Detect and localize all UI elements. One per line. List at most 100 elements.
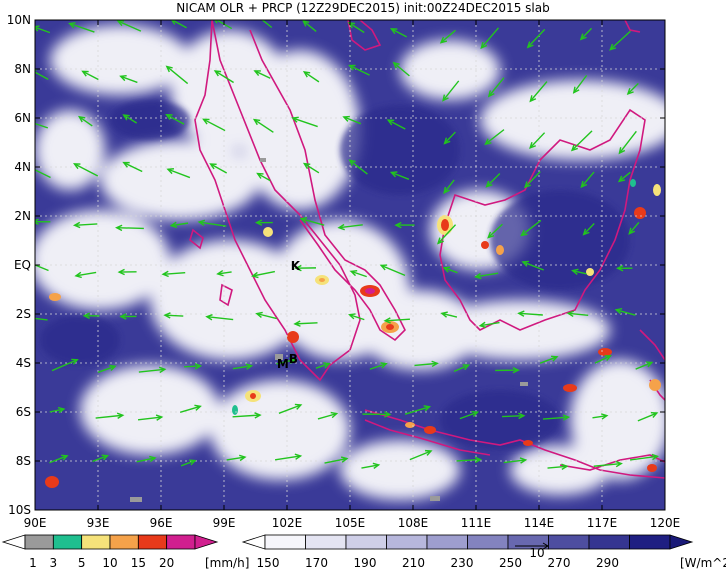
wind-vector-head [294,264,302,272]
wind-vector-head [291,116,299,123]
lat-label: 8S [16,454,31,468]
wind-vector [171,222,189,227]
colorbar-swatch [24,534,54,550]
wind-vector-head [604,355,612,361]
lat-label: 8N [14,62,31,76]
wind-vector [349,159,368,175]
wind-vector-head [122,114,130,121]
wind-vector [257,172,271,182]
olr-colorbar-unit: [W/m^2] [680,556,726,570]
lon-label: 120E [650,516,681,530]
wind-vector-head [386,119,395,126]
colorbar-swatch [629,534,671,550]
wind-vector-head [101,454,110,461]
colorbar-swatch [166,534,196,550]
wind-vector [487,223,503,239]
olr-colorbar-tick: 230 [451,556,474,570]
wind-vector-head [216,269,224,277]
wind-vector-head [166,168,174,175]
wind-vector-head [347,21,356,29]
wind-vector-head [473,272,482,280]
wind-vector-head [484,138,492,146]
lon-label: 111E [461,516,492,530]
wind-vector-head [337,223,345,231]
wind-vector-head [650,411,659,418]
reference-vector: 10 [515,542,549,560]
wind-vector-head [340,456,349,463]
wind-vector [136,457,156,463]
wind-vector-head [165,65,173,73]
wind-vector [203,118,226,132]
wind-vector [380,264,406,277]
wind-vector [369,363,387,370]
wind-vector-head [35,25,40,32]
wind-vector-head [471,410,480,417]
wind-vector [547,465,568,469]
colorbar-swatch [426,534,468,550]
colorbar-max-arrow [194,534,219,550]
wind-vector-head [349,269,358,277]
wind-vector [629,455,658,461]
wind-vector-head [348,64,356,71]
wind-vector-head [443,186,450,195]
wind-vector-head [348,313,356,320]
wind-vector-head [474,456,483,464]
wind-vector [529,81,548,102]
wind-vector-head [480,41,488,50]
wind-vector [35,122,49,129]
wind-vector-head [628,227,636,235]
wind-vector-head [615,460,623,468]
wind-vector-head [299,216,308,224]
wind-vector-head [214,20,218,24]
wind-vector [628,221,640,235]
wind-vector-head [209,163,217,170]
wind-vector [49,455,68,464]
wind-vector [51,359,78,372]
wind-vector-head [57,406,66,414]
wind-vector-head [600,413,609,420]
wind-vector-head [74,271,82,279]
olr-colorbar-tick: 290 [596,556,619,570]
wind-vector-head [82,312,91,320]
wind-vector [635,361,653,370]
wind-vector-head [109,364,117,372]
reference-vector-head [542,542,549,550]
wind-vector [166,114,185,125]
wind-vector [521,219,542,236]
wind-vector [292,117,318,128]
lon-label: 90E [24,516,47,530]
wind-vector-head [462,364,471,371]
wind-vector-head [436,237,444,245]
wind-vector-head [330,411,339,419]
wind-vector-head [122,161,130,168]
wind-vector [78,116,93,127]
wind-vector-head [169,221,178,229]
wind-vector [164,314,184,317]
colorbar-swatch [345,534,387,550]
wind-vectors [35,20,660,470]
wind-vector-head [380,362,388,369]
wind-vector-head [155,414,164,421]
wind-vector-head [119,313,127,320]
location-marker: K [291,259,301,273]
wind-vector-head [392,61,400,69]
wind-vector [616,309,636,316]
wind-vector [35,71,49,80]
wind-vector-head [323,362,331,369]
wind-vector-head [645,361,654,368]
wind-vector [317,412,337,420]
lat-label: 4N [14,160,31,174]
wind-vector-head [72,163,81,170]
wind-vector-head [572,86,580,94]
wind-vector [232,414,261,418]
wind-vector [35,169,51,179]
precip-colorbar: 1 3 5 10 15 20 [mm/h] [1,534,249,570]
olr-colorbar-tick: 250 [499,556,522,570]
wind-vector-head [394,221,402,229]
wind-vector-head [609,43,617,51]
wind-vector-head [487,90,495,98]
wind-vector [502,414,524,418]
wind-vector-head [165,113,173,121]
wind-vector [302,20,317,32]
wind-vector [349,314,365,321]
